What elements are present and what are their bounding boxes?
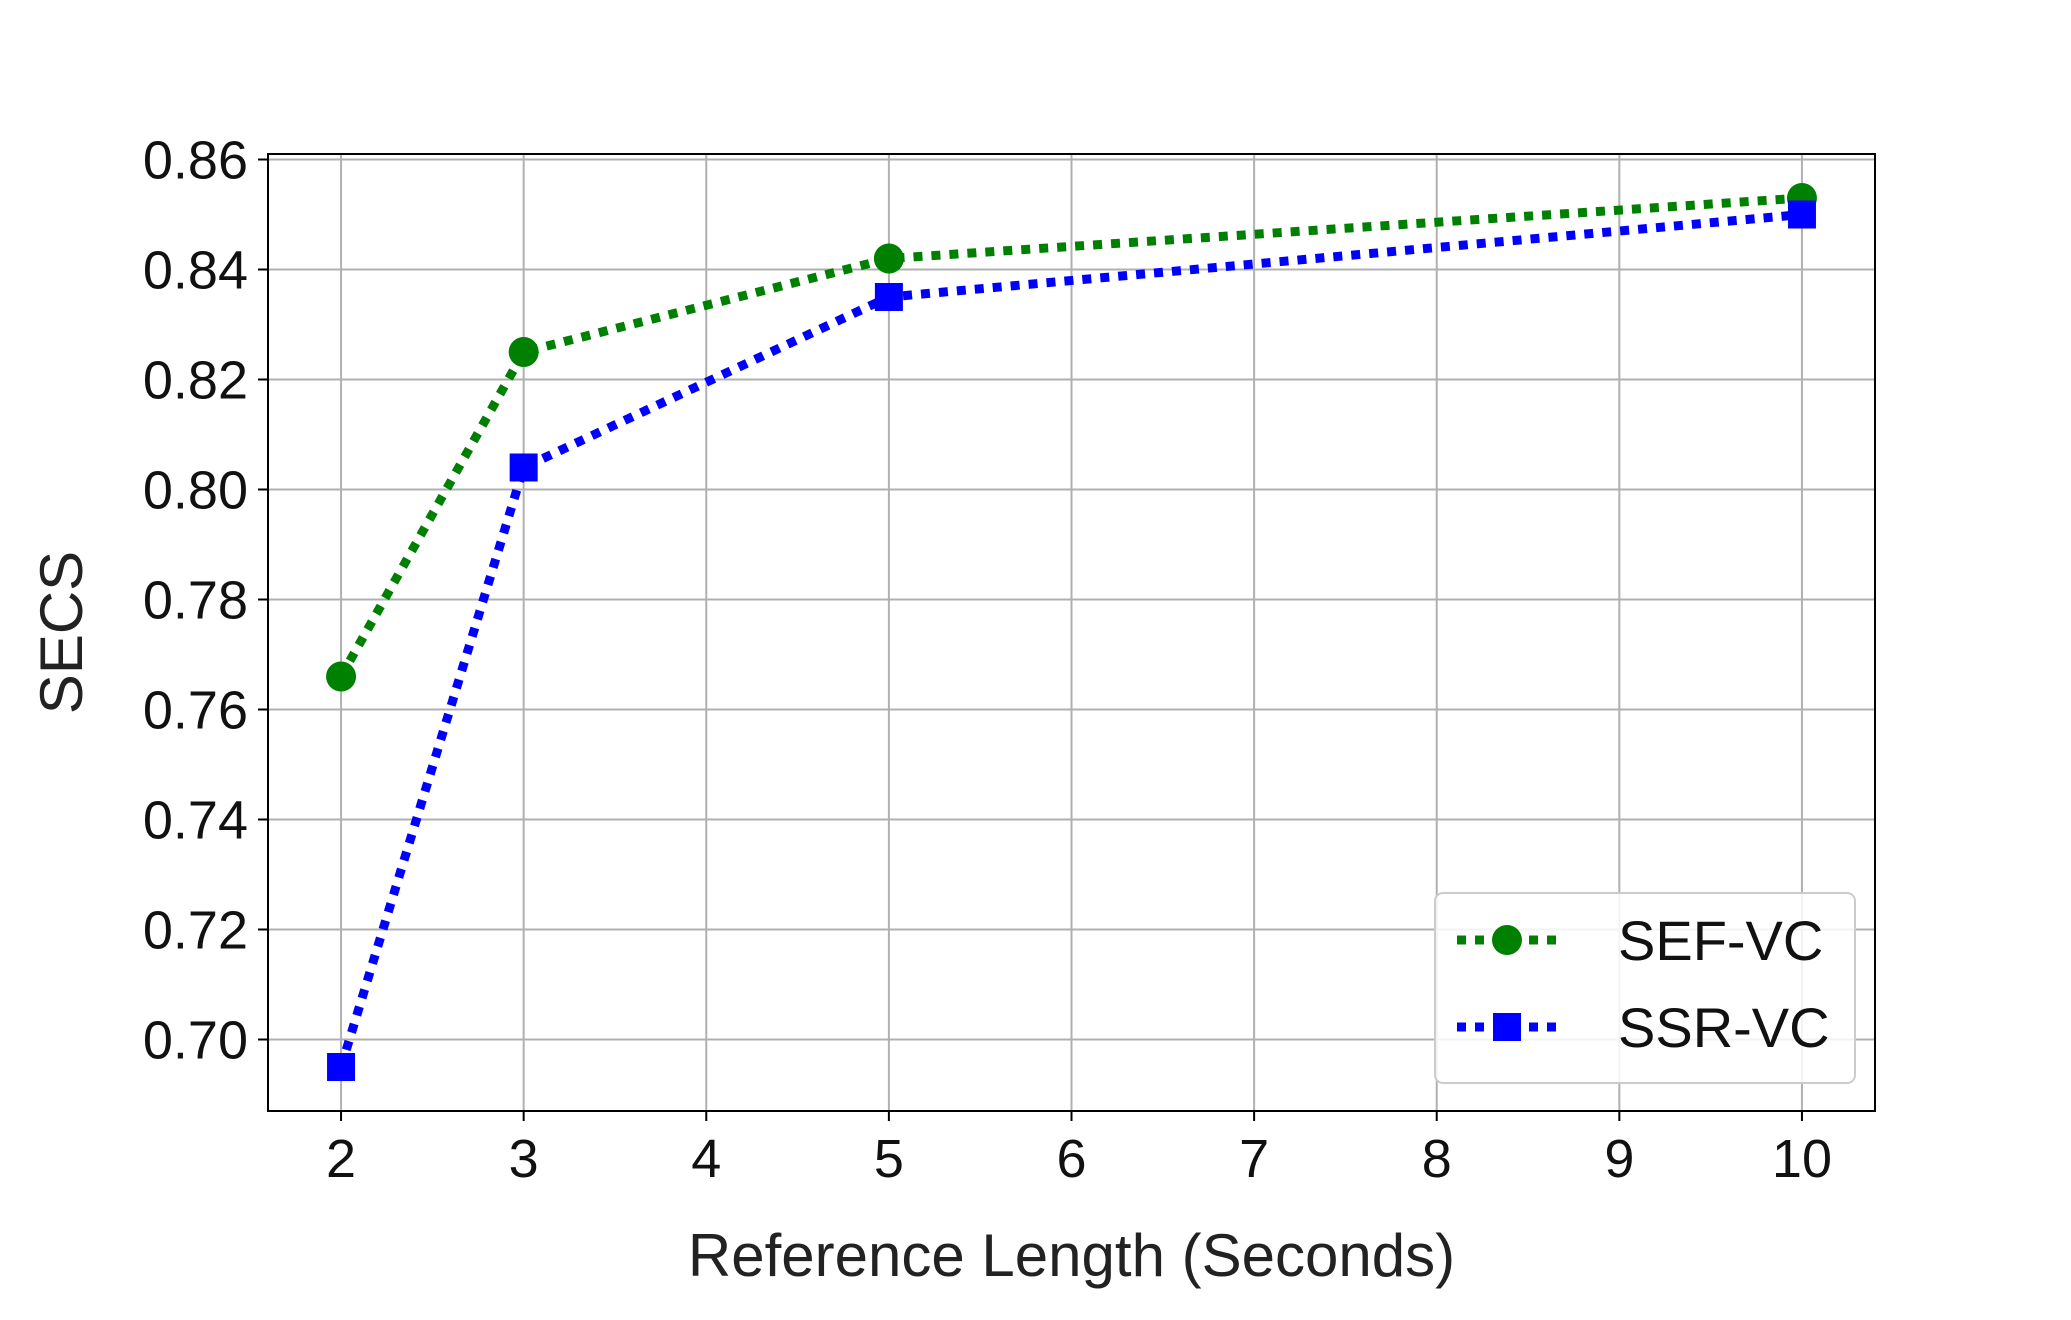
x-tick-label: 7 (1239, 1129, 1269, 1189)
legend-label-sef-vc: SEF-VC (1618, 909, 1823, 972)
legend-marker-sef-vc (1492, 925, 1522, 955)
x-axis-ticks: 2 3 4 5 6 7 8 9 10 (326, 1111, 1832, 1189)
x-tick-label: 8 (1422, 1129, 1452, 1189)
x-axis-label: Reference Length (Seconds) (688, 1222, 1455, 1289)
legend-box (1434, 892, 1856, 1084)
data-point-ssr-vc (327, 1053, 356, 1081)
x-tick-label: 10 (1772, 1129, 1832, 1189)
legend-label-ssr-vc: SSR-VC (1618, 996, 1830, 1059)
data-point-sef-vc (508, 337, 539, 367)
y-axis-ticks: 0.70 0.72 0.74 0.76 0.78 0.80 0.82 0.84 0.86 (143, 131, 268, 1071)
data-point-ssr-vc (1787, 200, 1816, 229)
data-point-ssr-vc (874, 283, 903, 311)
y-tick-label: 0.86 (143, 131, 248, 191)
legend-item-sef-vc: SEF-VC (1457, 909, 1823, 972)
y-tick-label: 0.74 (143, 791, 248, 851)
y-tick-label: 0.70 (143, 1011, 248, 1071)
x-tick-label: 5 (874, 1129, 904, 1189)
y-tick-label: 0.82 (143, 351, 248, 411)
legend-marker-ssr-vc (1493, 1013, 1521, 1041)
legend-item-ssr-vc: SSR-VC (1457, 996, 1830, 1059)
y-tick-label: 0.76 (143, 681, 248, 741)
series-ssr-vc (327, 200, 1816, 1081)
x-tick-label: 3 (509, 1129, 539, 1189)
series-layer (326, 183, 1817, 1081)
y-tick-label: 0.84 (143, 241, 248, 301)
y-axis-label: SECS (28, 551, 95, 714)
x-tick-label: 9 (1604, 1129, 1634, 1189)
series-line-ssr-vc (336, 210, 1803, 1069)
x-tick-label: 6 (1056, 1129, 1086, 1189)
y-tick-label: 0.72 (143, 901, 248, 961)
x-tick-label: 4 (691, 1129, 721, 1189)
legend: SEF-VC SSR-VC (1434, 892, 1856, 1084)
data-point-sef-vc (326, 661, 357, 692)
series-line-sef-vc (337, 193, 1803, 679)
data-point-sef-vc (873, 243, 904, 274)
data-point-ssr-vc (509, 453, 538, 482)
y-tick-label: 0.80 (143, 461, 248, 521)
x-tick-label: 2 (326, 1129, 356, 1189)
y-tick-label: 0.78 (143, 571, 248, 631)
grid (268, 154, 1875, 1111)
